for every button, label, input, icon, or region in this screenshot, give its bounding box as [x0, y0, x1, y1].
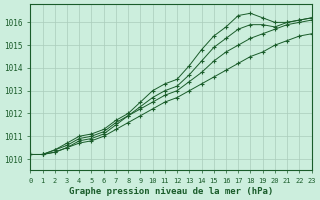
X-axis label: Graphe pression niveau de la mer (hPa): Graphe pression niveau de la mer (hPa) — [69, 187, 273, 196]
